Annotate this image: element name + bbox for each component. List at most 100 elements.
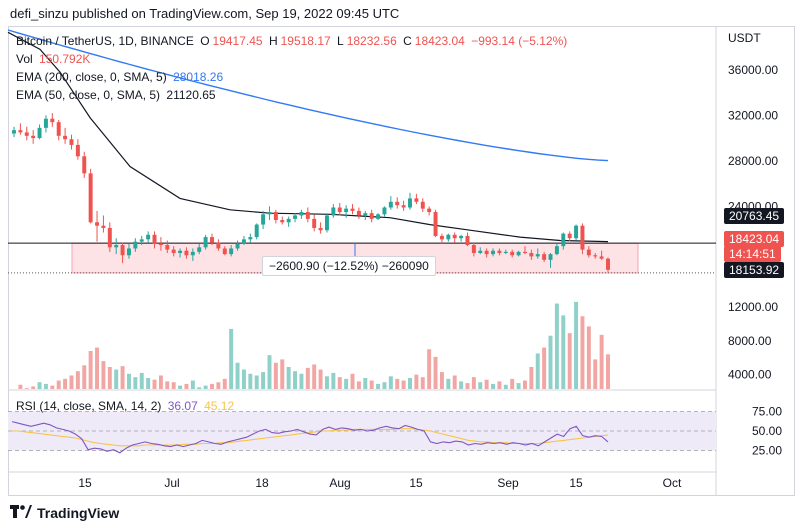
candle-body	[433, 212, 438, 236]
candle-body	[190, 251, 195, 256]
candle-body	[356, 210, 361, 216]
volume-bar	[267, 355, 272, 389]
volume-bar	[484, 379, 489, 389]
candle	[216, 239, 221, 251]
chart-frame[interactable]	[8, 26, 795, 496]
candle	[606, 257, 610, 273]
currency-label: USDT	[728, 31, 761, 45]
volume-bar	[146, 378, 151, 389]
volume-bar	[63, 378, 68, 389]
volume-bar	[324, 376, 329, 389]
candle	[369, 209, 374, 223]
candle	[503, 249, 508, 255]
candle	[318, 222, 323, 234]
candle	[478, 247, 483, 255]
candle	[376, 213, 381, 221]
candle	[439, 233, 444, 244]
candle-body	[69, 139, 74, 145]
candle-body	[241, 239, 246, 244]
candle	[139, 235, 144, 246]
candle-body	[465, 235, 470, 246]
candle	[567, 231, 572, 242]
candle-body	[235, 243, 240, 249]
time-tick-label: 15	[78, 476, 92, 490]
volume-bar	[567, 333, 572, 389]
low-label: L 18232.56	[337, 34, 397, 48]
last-price-tag: 18423.04	[724, 231, 785, 247]
volume-bar	[376, 383, 381, 389]
candle-body	[101, 225, 106, 228]
candle	[350, 204, 355, 215]
legend-rsi[interactable]: RSI (14, close, SMA, 14, 2) 36.07 45.12	[16, 399, 237, 413]
legend-volume[interactable]: Vol 150.792K	[16, 52, 93, 66]
candle	[401, 200, 406, 211]
candle	[382, 206, 387, 217]
candle-body	[165, 245, 170, 250]
candle	[331, 204, 336, 218]
candle	[293, 213, 298, 223]
volume-bar	[363, 378, 368, 389]
rsi-pane	[8, 411, 716, 454]
candle	[165, 240, 170, 254]
candle-body	[222, 248, 227, 255]
time-tick-label: Aug	[329, 476, 350, 490]
time-tick-label: Sep	[497, 476, 519, 490]
hline-price-tag: 20763.45	[724, 208, 785, 224]
candle-body	[491, 250, 496, 255]
candle	[273, 209, 278, 224]
candle	[497, 248, 502, 256]
volume-tick-label: 4000.00	[728, 368, 772, 382]
volume-bar	[235, 362, 240, 389]
time-tick-label: 18	[255, 476, 269, 490]
candle-body	[210, 237, 214, 243]
footer-brand[interactable]: TradingView	[10, 505, 119, 521]
volume-bar	[599, 334, 604, 389]
candle	[408, 192, 412, 210]
publisher-line: defi_sinzu published on TradingView.com,…	[10, 6, 400, 21]
vol-label: Vol	[16, 52, 33, 66]
candle	[107, 222, 112, 252]
candle	[88, 168, 93, 224]
candle	[235, 240, 240, 251]
candle-body	[88, 173, 93, 223]
volume-bar	[126, 373, 131, 389]
footer-brand-label: TradingView	[37, 505, 120, 521]
legend-ohlc: Bitcoin / TetherUS, 1D, BINANCE O 19417.4…	[16, 34, 570, 48]
candles	[12, 113, 610, 273]
candle-body	[31, 135, 36, 139]
candle-body	[248, 237, 253, 240]
legend-ema200[interactable]: EMA (200, close, 0, SMA, 5) 28018.26	[16, 70, 226, 84]
symbol-label[interactable]: Bitcoin / TetherUS, 1D, BINANCE	[16, 34, 194, 48]
volume-bar	[554, 303, 559, 389]
candle-body	[478, 250, 483, 254]
candle	[312, 214, 317, 232]
candle-body	[56, 122, 61, 136]
volume-tick-label: 8000.00	[728, 334, 772, 348]
candle-body	[369, 213, 374, 219]
volume-bar	[210, 383, 214, 389]
volume-bar	[522, 380, 527, 389]
volume-bar	[580, 316, 585, 389]
candle	[126, 243, 131, 259]
volume-bar	[452, 375, 457, 389]
rsi-tick-label: 75.00	[752, 405, 782, 419]
candle-body	[414, 198, 419, 202]
legend-ema50[interactable]: EMA (50, close, 0, SMA, 5) 21120.65	[16, 88, 219, 102]
candle-body	[382, 207, 387, 215]
candle-body	[312, 218, 317, 228]
candle-body	[82, 156, 87, 174]
candle	[146, 231, 151, 243]
candle	[222, 246, 227, 256]
candle	[491, 248, 496, 257]
candle	[388, 196, 393, 210]
open-label: O 19417.45	[200, 34, 263, 48]
candle	[446, 233, 451, 242]
candle	[510, 249, 515, 258]
candle-body	[561, 233, 566, 247]
candle-body	[337, 207, 342, 213]
volume-bar	[478, 382, 483, 389]
candle	[229, 245, 234, 257]
candle	[75, 139, 80, 160]
volume-bar	[203, 385, 208, 389]
candle	[241, 235, 246, 246]
